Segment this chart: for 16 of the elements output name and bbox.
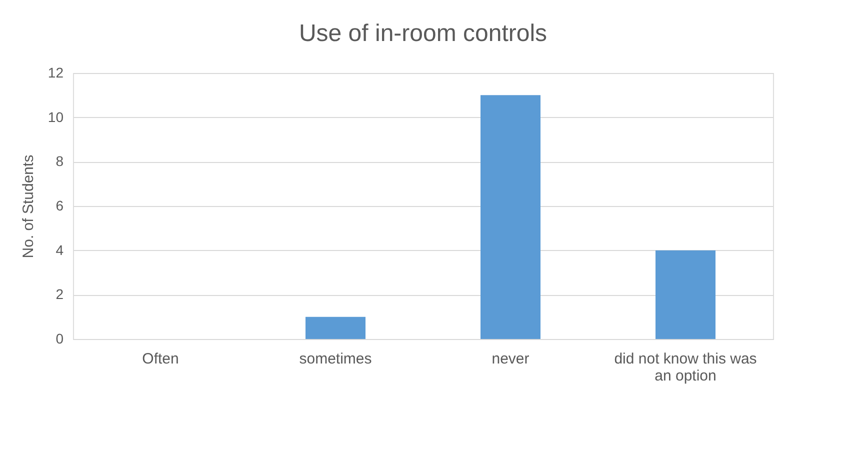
bar <box>480 95 540 339</box>
y-tick-label: 2 <box>56 286 64 302</box>
bar <box>306 316 366 339</box>
y-tick-label: 6 <box>56 198 64 214</box>
y-tick-label: 10 <box>48 108 64 125</box>
y-axis-title: No. of Students <box>20 154 37 258</box>
chart-title: Use of in-room controls <box>298 20 548 47</box>
bar <box>656 250 716 339</box>
x-tick-label: never <box>492 350 530 368</box>
y-tick-label: 0 <box>56 330 64 346</box>
y-tick-label: 4 <box>56 242 64 258</box>
y-tick-label: 8 <box>56 153 64 170</box>
x-tick-label: sometimes <box>299 350 372 368</box>
x-tick-label: did not know this was an option <box>614 350 757 384</box>
y-tick-label: 12 <box>48 64 64 80</box>
x-tick-label: Often <box>142 350 179 368</box>
